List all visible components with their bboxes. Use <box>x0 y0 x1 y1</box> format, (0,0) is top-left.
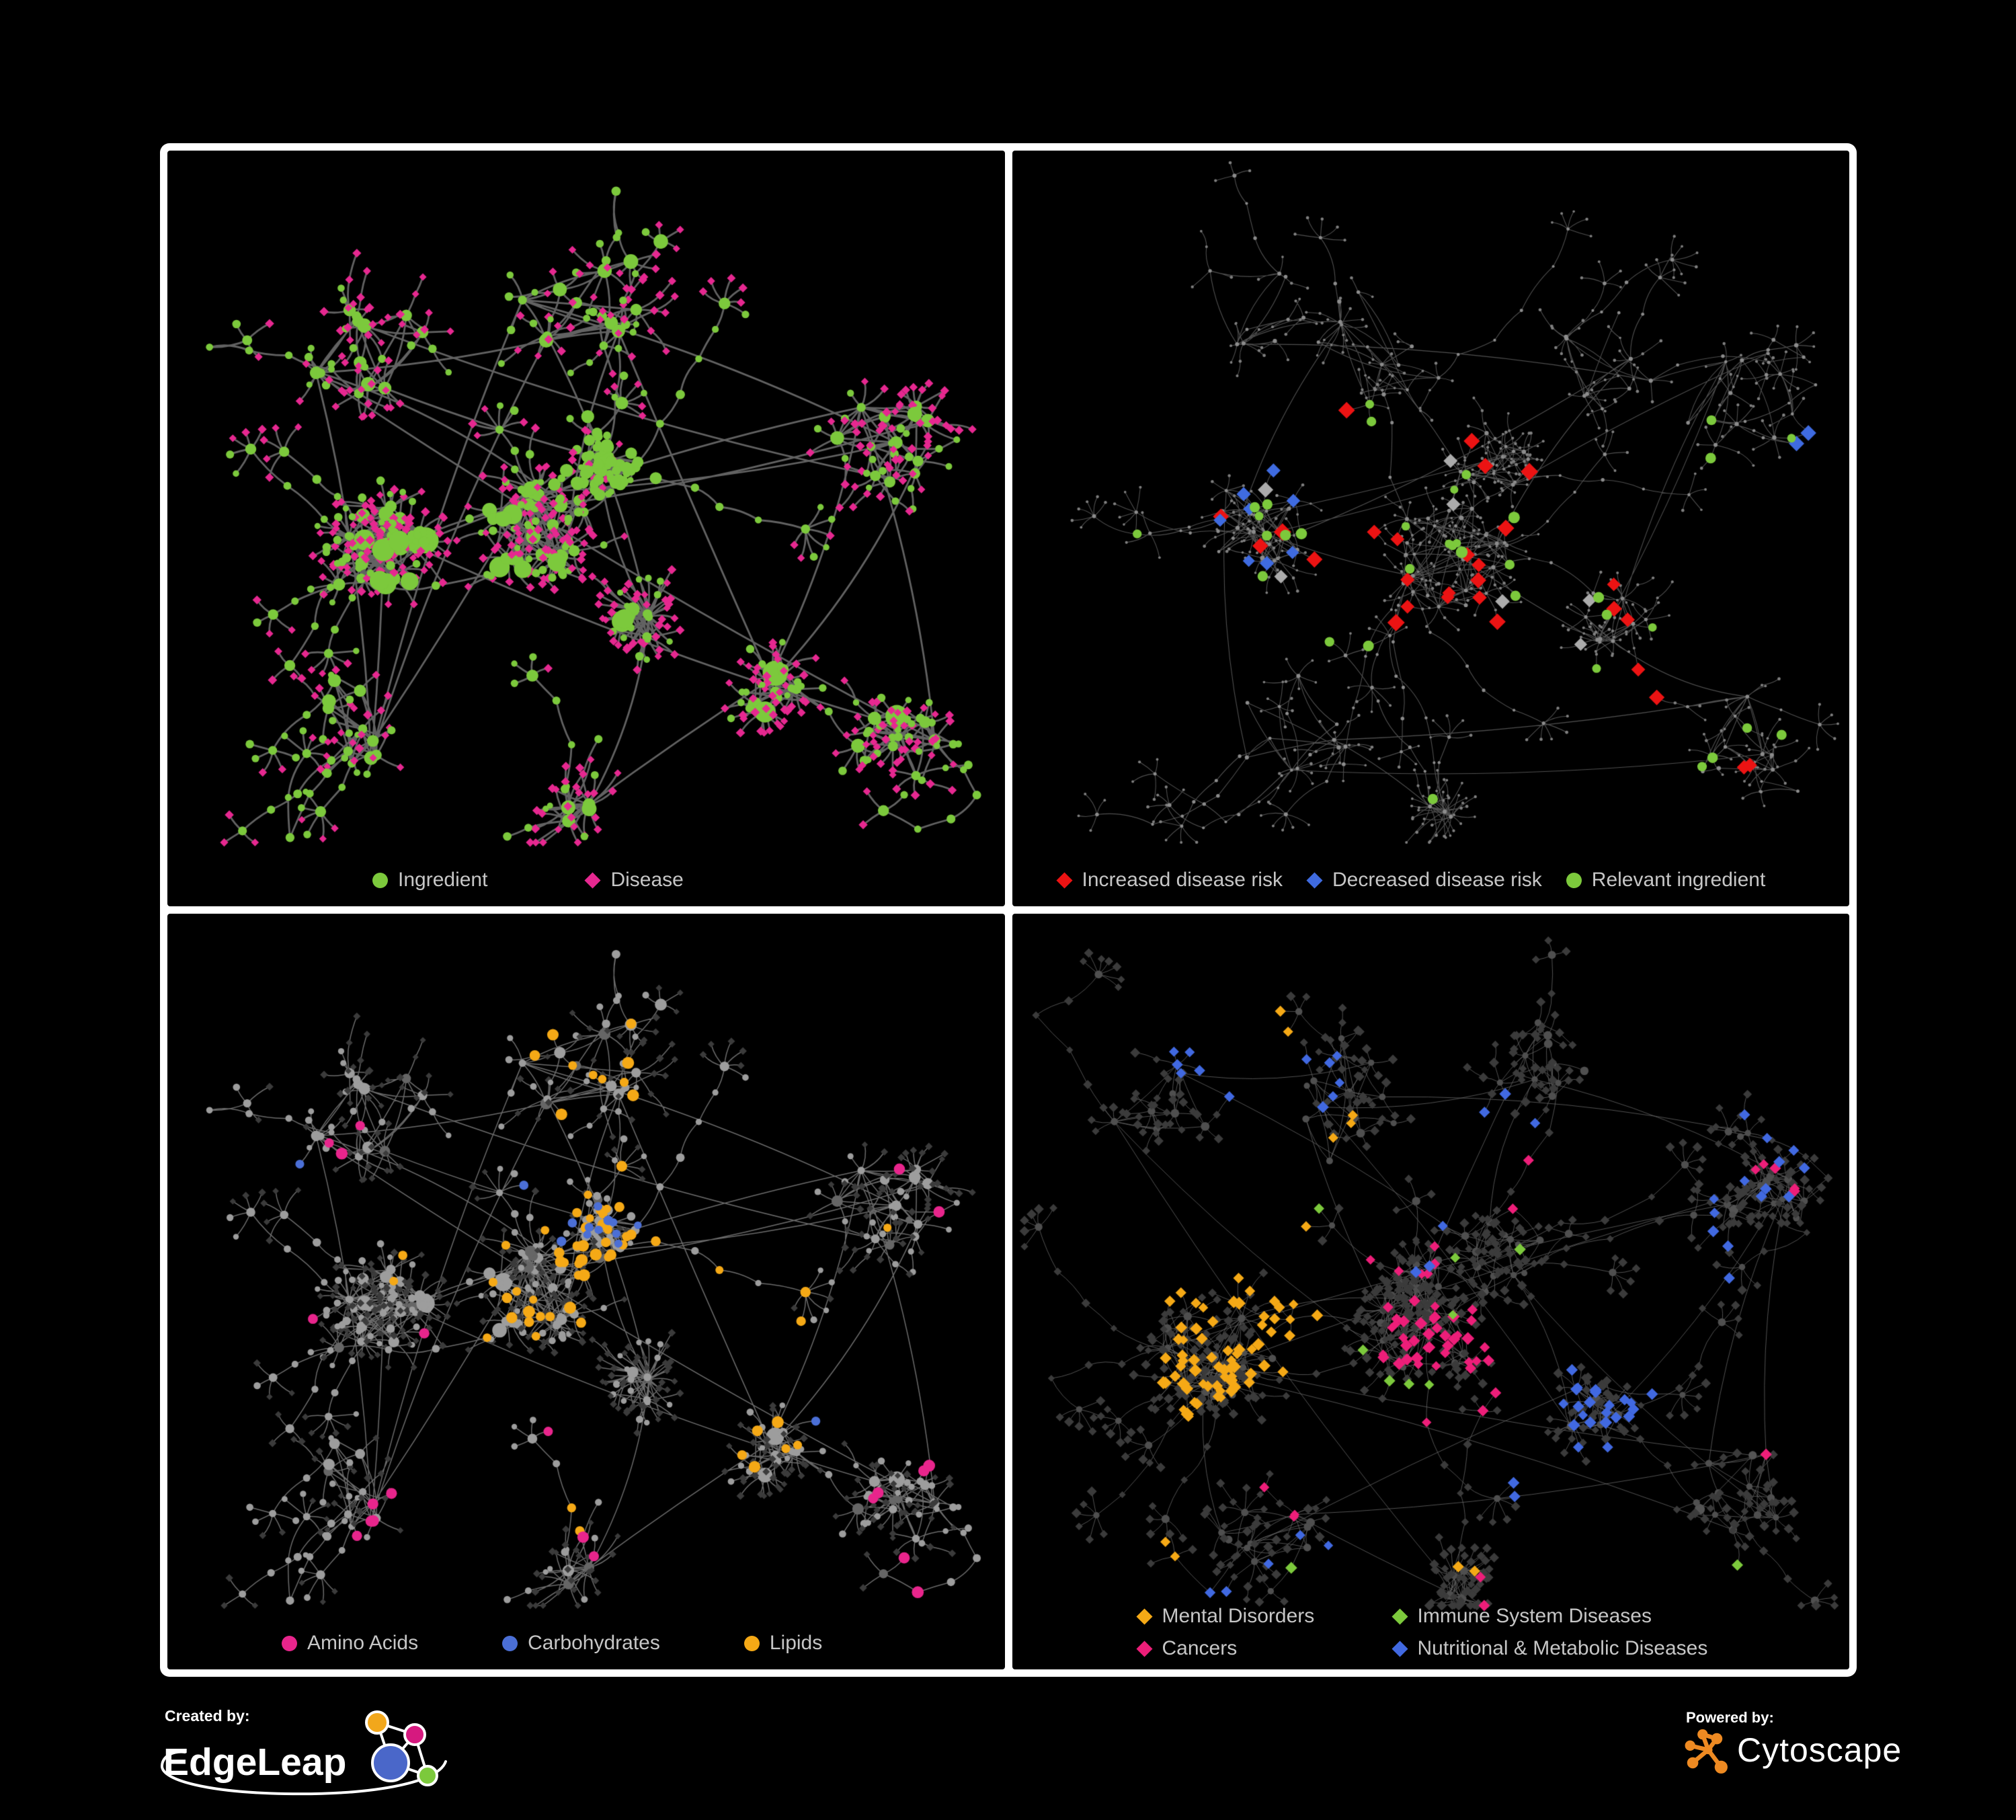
edgeleap-network-icon <box>365 1710 438 1786</box>
diamond-glyph <box>1055 871 1073 889</box>
edgeleap-node-blue <box>371 1743 410 1782</box>
panel-legend-disease-classes: Mental Disorders Immune System Diseases Ca… <box>1135 1605 1708 1660</box>
diamond-glyph <box>1135 1608 1153 1625</box>
panel-legend-ingredient-disease: Ingredient Disease <box>372 869 684 892</box>
legend-label: Increased disease risk <box>1082 869 1283 891</box>
legend-label: Mental Disorders <box>1162 1605 1315 1627</box>
cytoscape-logo-text: Cytoscape <box>1737 1731 1902 1769</box>
diamond-glyph <box>1391 1608 1408 1625</box>
panel-disease-classes: Mental Disorders Immune System Diseases Ca… <box>1012 914 1849 1669</box>
legend-label: Lipids <box>769 1632 823 1654</box>
edgeleap-swoosh <box>161 1750 447 1796</box>
legend-item-mental-disorders: Mental Disorders <box>1135 1605 1392 1628</box>
circle-glyph <box>1566 872 1582 888</box>
figure-frame: Ingredient Disease Increased disease risk… <box>160 143 1857 1677</box>
legend-label: Nutritional & Metabolic Diseases <box>1417 1637 1708 1659</box>
legend-item-decreased-disease-risk: Decreased disease risk <box>1306 869 1542 892</box>
legend-item-carbohydrates: Carbohydrates <box>502 1632 660 1655</box>
legend-item-increased-disease-risk: Increased disease risk <box>1055 869 1283 892</box>
panel-ingredient-classes: Amino Acids Carbohydrates Lipids <box>167 914 1005 1669</box>
edgeleap-logo: Created by: EdgeLeap <box>161 1707 447 1796</box>
panel-disease-risk: Increased disease risk Decreased disease … <box>1012 151 1849 906</box>
cytoscape-network-icon <box>1685 1729 1728 1774</box>
cytoscape-logo: Powered by: <box>1685 1709 1902 1774</box>
network-canvas-disease-classes <box>1012 914 1849 1669</box>
edgeleap-logo-text: EdgeLeap <box>163 1741 346 1784</box>
diamond-glyph <box>1135 1640 1153 1657</box>
diamond-glyph <box>584 871 601 889</box>
legend-item-immune-system-diseases: Immune System Diseases <box>1391 1605 1708 1628</box>
diamond-glyph <box>1306 871 1323 889</box>
network-canvas-disease-risk <box>1012 151 1849 906</box>
legend-item-amino-acids: Amino Acids <box>282 1632 418 1655</box>
legend-label: Amino Acids <box>307 1632 419 1654</box>
network-canvas-ingredient-classes <box>167 914 1005 1669</box>
edgeleap-node-orange <box>365 1710 389 1735</box>
circle-glyph <box>282 1635 297 1651</box>
legend-label: Immune System Diseases <box>1417 1605 1652 1627</box>
cytoscape-icon-nodes <box>1685 1729 1728 1774</box>
legend-item-disease: Disease <box>584 869 684 892</box>
panel-legend-disease-risk: Increased disease risk Decreased disease … <box>1055 869 1766 892</box>
legend-item-cancers: Cancers <box>1135 1637 1392 1660</box>
powered-by-label: Powered by: <box>1686 1709 1774 1726</box>
network-canvas-ingredient-disease <box>167 151 1005 906</box>
created-by-label: Created by: <box>165 1707 250 1725</box>
circle-glyph <box>372 872 388 888</box>
legend-label: Disease <box>610 869 684 891</box>
circle-glyph <box>743 1635 760 1651</box>
edgeleap-node-magenta <box>403 1723 426 1746</box>
panel-legend-ingredient-classes: Amino Acids Carbohydrates Lipids <box>282 1632 822 1655</box>
legend-label: Decreased disease risk <box>1332 869 1542 891</box>
edgeleap-node-green <box>417 1765 438 1786</box>
legend-item-ingredient: Ingredient <box>372 869 487 892</box>
panel-ingredient-disease: Ingredient Disease <box>167 151 1005 906</box>
legend-label: Ingredient <box>398 869 488 891</box>
legend-item-lipids: Lipids <box>743 1632 823 1655</box>
edgeleap-branding: Created by: EdgeLeap <box>145 1700 467 1804</box>
legend-item-nutritional-metabolic-diseases: Nutritional & Metabolic Diseases <box>1391 1637 1708 1660</box>
legend-label: Cancers <box>1162 1637 1238 1659</box>
legend-item-relevant-ingredient: Relevant ingredient <box>1566 869 1766 892</box>
cytoscape-branding: Powered by: <box>1675 1706 1904 1784</box>
legend-label: Carbohydrates <box>528 1632 660 1654</box>
diamond-glyph <box>1391 1640 1408 1657</box>
legend-label: Relevant ingredient <box>1591 869 1766 891</box>
circle-glyph <box>502 1635 518 1651</box>
